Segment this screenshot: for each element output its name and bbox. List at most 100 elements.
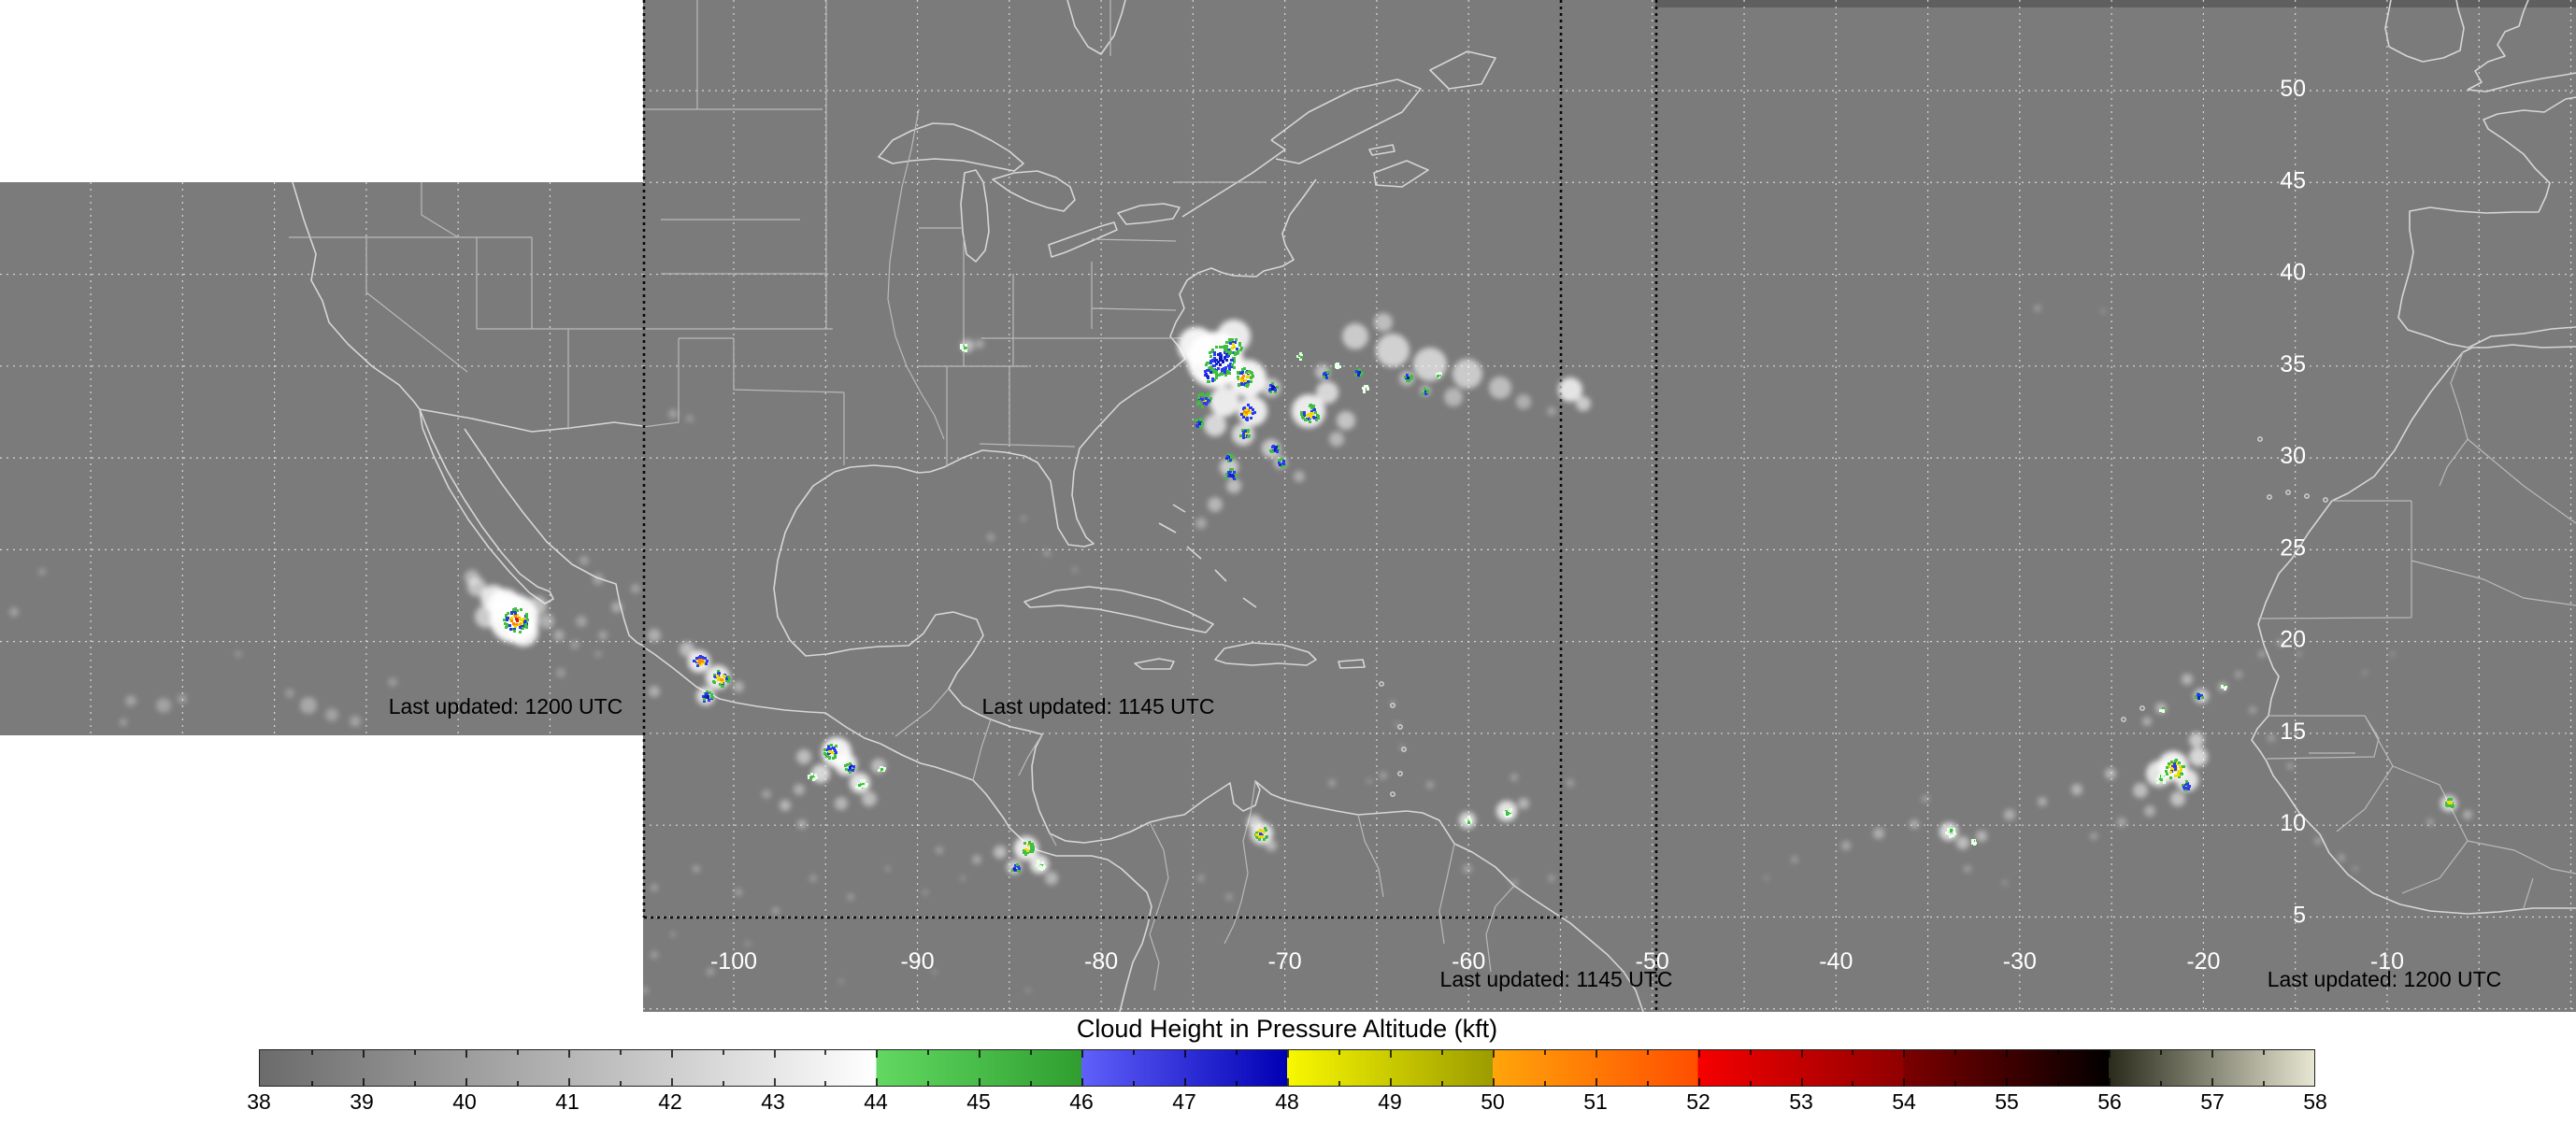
cloud-pixel <box>1233 357 1236 360</box>
cloud-pixel <box>2197 696 2200 699</box>
island-mark <box>2304 493 2310 499</box>
cloud-blob <box>2142 717 2152 726</box>
colorbar-tick-label: 54 <box>1892 1089 1916 1114</box>
cloud-pixel <box>2174 775 2177 777</box>
island-mark <box>1379 681 1384 687</box>
colorbar-minor-tick <box>1236 1050 1238 1055</box>
cloud-pixel <box>1252 412 1254 415</box>
cloud-pixel <box>2168 762 2170 765</box>
sector-boundary-dotted-lines <box>642 0 1658 1012</box>
cloud-pixel <box>1404 376 1407 378</box>
cloud-blob <box>838 978 844 984</box>
colorbar-major-tick <box>1081 1050 1084 1058</box>
cloud-pixel <box>1953 832 1956 835</box>
cloud-pixel <box>706 692 708 695</box>
cloud-pixel <box>714 676 717 678</box>
cloud-pixel <box>1018 867 1021 870</box>
cloud-blob <box>1390 700 1395 705</box>
cloud-blob <box>1328 779 1336 787</box>
cloud-pixel <box>1014 864 1017 867</box>
cloud-pixel <box>1355 370 1358 373</box>
cloud-pixel <box>1247 404 1250 406</box>
cloud-blob <box>707 968 714 975</box>
cloud-pixel <box>1246 417 1249 420</box>
cloud-pixel <box>1510 814 1512 817</box>
cloud-pixel <box>520 619 522 621</box>
cloud-pixel <box>1231 456 1234 459</box>
meteosat-top-strip <box>1655 0 2576 7</box>
cloud-pixel <box>701 661 704 663</box>
colorbar-tick-label: 50 <box>1481 1089 1505 1114</box>
island-mark <box>2267 494 2272 500</box>
cloud-pixel <box>1282 462 1285 465</box>
cloud-pixel <box>830 744 833 747</box>
cloud-pixel <box>698 659 701 662</box>
cloud-pixel <box>834 753 837 756</box>
colorbar-tick-label: 55 <box>1995 1089 2019 1114</box>
cloud-pixel <box>1255 835 1258 838</box>
cloud-pixel <box>1023 851 1025 854</box>
cloud-pixel <box>1306 414 1309 417</box>
cloud-pixel <box>1282 460 1285 462</box>
cloud-pixel <box>725 679 728 682</box>
cloud-blob <box>797 819 807 829</box>
colorbar-major-tick <box>670 1078 673 1086</box>
cloud-pixel <box>1210 365 1213 368</box>
colorbar-major-tick <box>465 1050 467 1058</box>
cloud-blob <box>932 969 937 975</box>
cloud-blob <box>987 534 995 541</box>
cloud-pixel <box>514 615 517 618</box>
cloud-blob <box>1197 875 1205 882</box>
cloud-pixel <box>1231 347 1234 349</box>
cloud-pixel <box>1422 392 1424 395</box>
cloud-pixel <box>1207 399 1209 402</box>
cloud-pixel <box>2171 765 2174 768</box>
colorbar-tick-label: 52 <box>1686 1089 1710 1114</box>
colorbar-major-tick <box>1184 1050 1187 1058</box>
colorbar-minor-tick <box>1543 1081 1546 1086</box>
cloud-pixel <box>960 347 963 349</box>
cloud-pixel <box>862 783 865 786</box>
cloud-pixel <box>1272 386 1275 389</box>
cloud-pixel <box>1028 842 1031 845</box>
cloud-pixel <box>693 660 695 662</box>
cloud-pixel <box>522 619 524 621</box>
cloud-pixel <box>1196 425 1199 428</box>
cloud-pixel <box>1219 346 1222 349</box>
coastline <box>1368 144 1395 156</box>
cloud-pixel <box>1241 368 1244 371</box>
cloud-pixel <box>2163 778 2166 781</box>
cloud-pixel <box>1201 398 1204 401</box>
cloud-pixel <box>1215 359 1218 362</box>
cloud-pixel <box>1241 377 1244 379</box>
lon-tick-label: -80 <box>1084 948 1118 975</box>
cloud-pixel <box>727 680 730 683</box>
colorbar-major-tick <box>876 1050 879 1058</box>
state-country-border <box>643 0 945 440</box>
cloud-blob <box>465 570 479 585</box>
cloud-pixel <box>1225 473 1228 476</box>
cloud-pixel <box>1407 377 1410 379</box>
cloud-pixel <box>1234 353 1237 356</box>
cloud-pixel <box>1247 430 1250 433</box>
coastlines-and-borders <box>289 0 2576 1012</box>
cloud-blob <box>598 631 608 640</box>
cloud-pixel <box>2164 776 2167 779</box>
cloud-blob <box>1873 828 1884 839</box>
cloud-pixel <box>1336 363 1338 366</box>
cloud-pixel <box>2185 780 2188 783</box>
colorbar-minor-tick <box>2263 1050 2266 1055</box>
cloud-pixel <box>520 608 522 611</box>
colorbar-major-tick <box>876 1078 879 1086</box>
cloud-pixel <box>2186 782 2189 785</box>
cloud-pixel <box>1359 374 1362 377</box>
cloud-pixel <box>1424 388 1426 391</box>
cloud-pixel <box>1240 381 1243 384</box>
cloud-blob <box>2004 809 2015 820</box>
cloud-pixel <box>1296 355 1299 358</box>
cloud-blob <box>1489 377 1511 399</box>
coastline <box>2251 344 2576 915</box>
colorbar-major-tick <box>2211 1078 2214 1086</box>
cloud-pixel <box>506 625 508 628</box>
colorbar-major-tick <box>979 1078 981 1086</box>
